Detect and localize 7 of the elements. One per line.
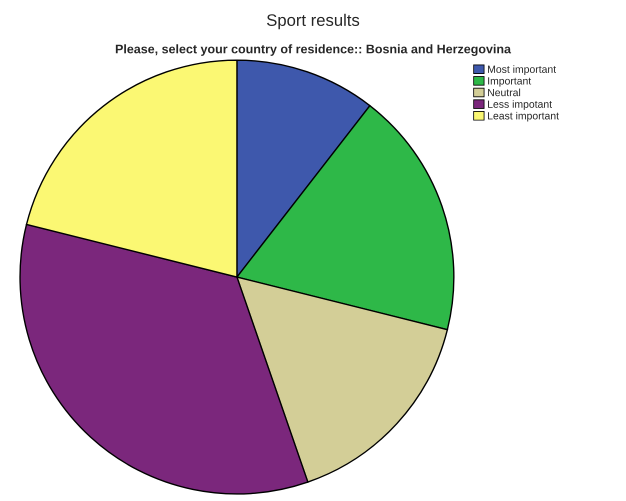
chart-title: Sport results	[266, 14, 360, 30]
legend-label: Least important	[488, 112, 559, 122]
legend-label: Less impotant	[488, 100, 552, 110]
legend-label: Neutral	[488, 88, 520, 96]
legend-label: Most important	[488, 65, 556, 75]
legend-label: Important	[488, 77, 532, 87]
chart-subtitle: Please, select your country of residence:: Bosnia and Herzegovina	[116, 44, 512, 56]
